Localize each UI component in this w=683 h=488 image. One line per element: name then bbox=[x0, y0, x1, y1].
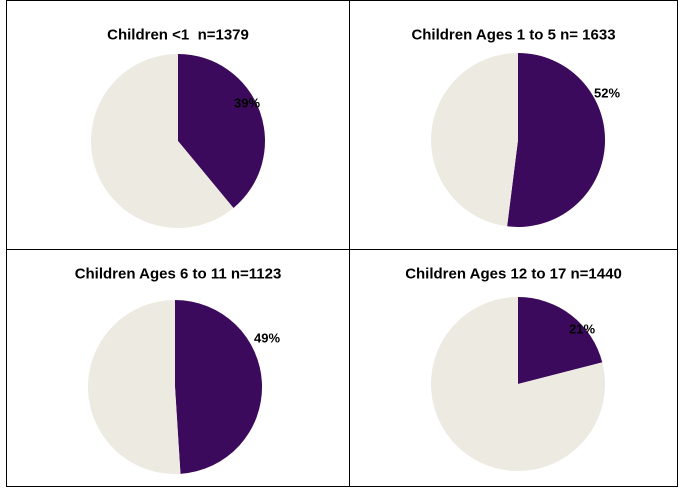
pie-chart: 52% bbox=[431, 52, 620, 227]
pie-title: Children Ages 1 to 5 n= 1633 bbox=[411, 26, 616, 44]
pie-slice-remainder bbox=[431, 53, 518, 227]
pie-panel-under-1: Children <1 n=1379 39% bbox=[7, 1, 349, 249]
pie-chart: 21% bbox=[431, 297, 606, 471]
pie-slice-highlight bbox=[507, 52, 606, 227]
pie-title: Children Ages 12 to 17 n=1440 bbox=[405, 265, 622, 283]
pie-slice-remainder bbox=[88, 300, 181, 474]
pie-chart: 49% bbox=[88, 300, 280, 474]
grid-vertical-divider bbox=[349, 1, 350, 486]
pie-panel-ages-6-to-11: Children Ages 6 to 11 n=1123 49% bbox=[7, 250, 349, 487]
pie-slice-remainder bbox=[431, 297, 606, 471]
pie-panel-ages-12-to-17: Children Ages 12 to 17 n=1440 21% bbox=[350, 250, 677, 487]
pie-slice-highlight bbox=[518, 297, 603, 384]
chart-grid bbox=[6, 0, 678, 487]
pie-value-label: 52% bbox=[594, 85, 620, 100]
pie-title: Children <1 n=1379 bbox=[107, 26, 249, 44]
pie-panel-ages-1-to-5: Children Ages 1 to 5 n= 1633 52% bbox=[350, 1, 677, 249]
pie-value-label: 49% bbox=[254, 330, 280, 345]
grid-horizontal-divider bbox=[7, 249, 677, 250]
pie-chart: 39% bbox=[90, 54, 265, 228]
pie-value-label: 39% bbox=[234, 95, 260, 110]
pie-slice-highlight bbox=[175, 300, 263, 474]
pie-slice-highlight bbox=[178, 54, 265, 209]
pie-title: Children Ages 6 to 11 n=1123 bbox=[74, 265, 282, 283]
pie-slice-remainder bbox=[90, 54, 234, 228]
pie-value-label: 21% bbox=[569, 321, 595, 336]
